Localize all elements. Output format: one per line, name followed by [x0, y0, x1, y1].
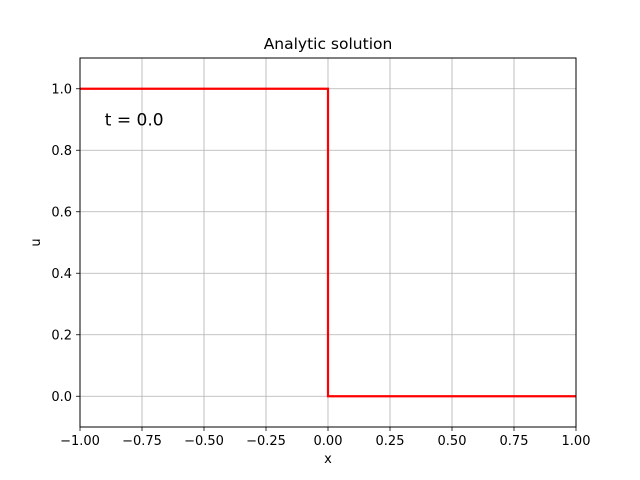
x-tick-label-6: 0.50 [438, 434, 467, 449]
x-tick-label-2: −0.50 [184, 434, 224, 449]
x-tick-label-4: 0.00 [314, 434, 343, 449]
x-tick-label-7: 0.75 [500, 434, 529, 449]
x-tick-label-3: −0.25 [246, 434, 286, 449]
x-axis-label: x [324, 452, 332, 467]
y-axis-label: u [29, 238, 44, 246]
y-tick-label-1: 0.2 [51, 328, 72, 343]
y-tick-label-0: 0.0 [51, 390, 72, 405]
annotation-text: t = 0.0 [105, 111, 164, 131]
y-tick-label-2: 0.4 [51, 267, 72, 282]
x-axis-ticks: −1.00 −0.75 −0.50 −0.25 0.00 0.25 0.50 0.75 1.00 [60, 427, 590, 449]
y-tick-label-4: 0.8 [51, 144, 72, 159]
x-tick-label-8: 1.00 [562, 434, 591, 449]
x-tick-label-0: −1.00 [60, 434, 100, 449]
x-tick-label-1: −0.75 [122, 434, 162, 449]
y-tick-label-3: 0.6 [51, 205, 72, 220]
y-axis-ticks: 0.0 0.2 0.4 0.6 0.8 1.0 [51, 82, 80, 405]
chart-title: Analytic solution [264, 35, 393, 53]
series-layer [80, 87, 576, 398]
series-line-0 [80, 87, 576, 398]
x-tick-label-5: 0.25 [376, 434, 405, 449]
y-tick-label-5: 1.0 [51, 82, 72, 97]
